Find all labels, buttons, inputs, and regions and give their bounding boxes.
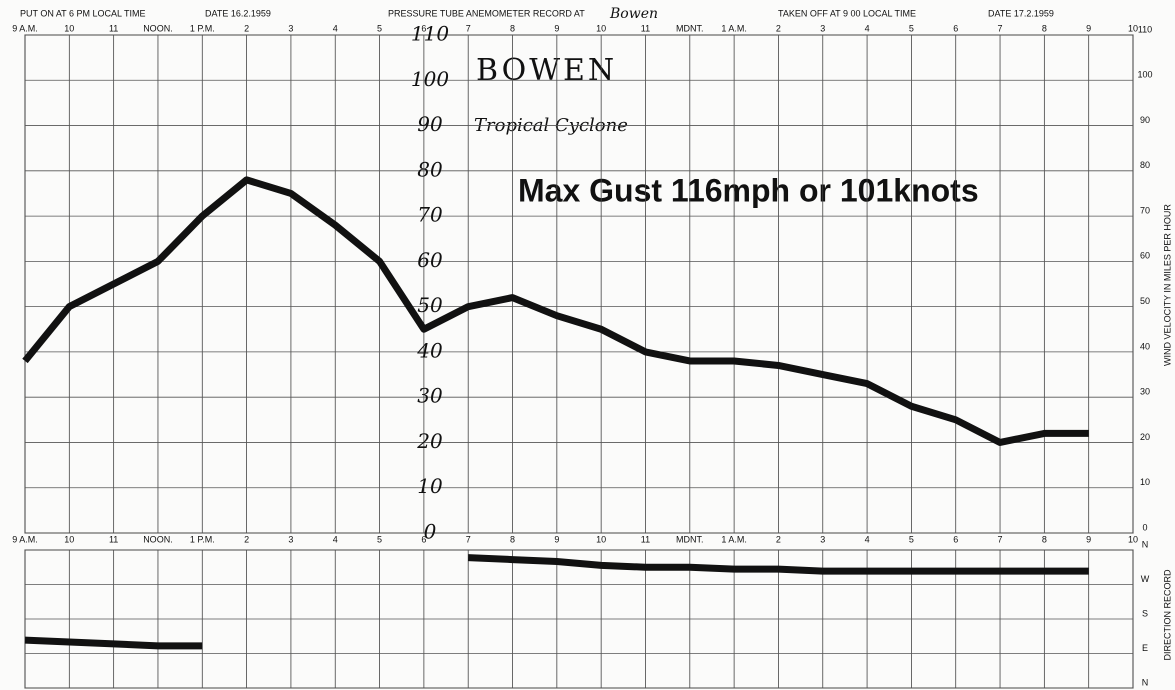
paper (0, 0, 1175, 690)
y-tick-label: 80 (1140, 160, 1150, 170)
x-tick-label: 11 (641, 23, 650, 33)
x-tick-label: 10 (64, 534, 74, 544)
station: Bowen (609, 6, 658, 22)
y-tick-label-hand: 80 (417, 157, 443, 181)
x-tick-label: 7 (466, 23, 471, 33)
x-tick-label: 3 (288, 534, 293, 544)
x-tick-label: 11 (641, 534, 650, 544)
x-tick-label: 1 A.M. (721, 534, 747, 544)
x-tick-label: 9 A.M. (12, 534, 38, 544)
y-tick-label-hand: 110 (411, 22, 449, 46)
date-on: DATE 16.2.1959 (205, 8, 271, 18)
x-tick-label: 6 (953, 534, 958, 544)
x-tick-label: MDNT. (676, 23, 704, 33)
x-tick-label: 2 (244, 534, 249, 544)
x-tick-label: 3 (820, 534, 825, 544)
x-tick-label: 2 (776, 23, 781, 33)
x-tick-label: 7 (998, 23, 1003, 33)
chart: PUT ON AT 6 PM LOCAL TIME DATE 16.2.1959… (0, 0, 1175, 690)
y-tick-label: N (1142, 677, 1149, 687)
put-on: PUT ON AT 6 PM LOCAL TIME (20, 8, 146, 18)
record-title: PRESSURE TUBE ANEMOMETER RECORD AT (388, 8, 585, 18)
speed-axis-label: WIND VELOCITY IN MILES PER HOUR (1162, 204, 1172, 366)
y-tick-label: 50 (1140, 296, 1150, 306)
y-tick-label: 20 (1140, 432, 1150, 442)
x-tick-label: 6 (953, 23, 958, 33)
x-tick-label: 4 (865, 23, 870, 33)
y-tick-label-hand: 30 (417, 384, 443, 408)
x-tick-label: 11 (109, 534, 118, 544)
x-tick-label: 4 (865, 534, 870, 544)
x-tick-label: 1 P.M. (190, 534, 215, 544)
y-tick-label: W (1141, 574, 1150, 584)
x-tick-label: 10 (64, 23, 74, 33)
x-tick-label: 8 (1042, 23, 1047, 33)
page: PUT ON AT 6 PM LOCAL TIME DATE 16.2.1959… (0, 0, 1175, 690)
y-tick-label-hand: 60 (417, 248, 443, 272)
y-tick-label-hand: 100 (411, 67, 449, 91)
x-tick-label: 10 (596, 534, 606, 544)
taken-off: TAKEN OFF AT 9 00 LOCAL TIME (778, 8, 916, 18)
y-tick-label: 30 (1140, 387, 1150, 397)
y-tick-label: 70 (1140, 205, 1150, 215)
x-tick-label: MDNT. (676, 534, 704, 544)
x-tick-label: 9 (1086, 534, 1091, 544)
x-tick-label: NOON. (143, 23, 173, 33)
y-tick-label-hand: 50 (417, 293, 443, 317)
x-tick-label: 2 (244, 23, 249, 33)
x-tick-label: 9 (1086, 23, 1091, 33)
x-tick-label: 11 (109, 23, 118, 33)
x-tick-label: 7 (466, 534, 471, 544)
x-tick-label: 9 (554, 534, 559, 544)
y-tick-label: 100 (1137, 70, 1152, 80)
y-tick-label: 90 (1140, 115, 1150, 125)
y-tick-label-hand: 20 (416, 429, 443, 453)
y-tick-label: S (1142, 608, 1148, 618)
x-tick-label: 4 (333, 534, 338, 544)
x-tick-label: 10 (596, 23, 606, 33)
y-tick-label-hand: 70 (417, 203, 443, 227)
x-tick-label: NOON. (143, 534, 173, 544)
x-tick-label: 3 (820, 23, 825, 33)
direction-axis-label: DIRECTION RECORD (1162, 569, 1172, 661)
x-tick-label: 1 P.M. (190, 23, 215, 33)
y-tick-label: 60 (1140, 251, 1150, 261)
x-tick-label: 8 (1042, 534, 1047, 544)
y-tick-label: 110 (1138, 24, 1152, 34)
x-tick-label: 7 (998, 534, 1003, 544)
max-gust: Max Gust 116mph or 101knots (518, 172, 979, 208)
x-tick-label: 1 A.M. (721, 23, 747, 33)
y-tick-label-hand: 40 (416, 338, 443, 362)
y-tick-label: 40 (1140, 341, 1150, 351)
x-tick-label: 5 (909, 23, 914, 33)
x-tick-label: 10 (1128, 23, 1138, 33)
x-tick-label: 5 (377, 534, 382, 544)
x-tick-label: 9 A.M. (12, 23, 38, 33)
x-tick-label: 3 (288, 23, 293, 33)
date-off: DATE 17.2.1959 (988, 8, 1054, 18)
station-name: BOWEN (476, 53, 617, 88)
x-tick-label: 10 (1128, 534, 1138, 544)
y-tick-label: 10 (1140, 477, 1150, 487)
x-tick-label: 4 (333, 23, 338, 33)
x-tick-label: 2 (776, 534, 781, 544)
y-tick-label-hand: 90 (417, 112, 443, 136)
x-tick-label: 5 (377, 23, 382, 33)
y-tick-label: 0 (1142, 522, 1147, 532)
y-tick-label: N (1142, 539, 1149, 549)
y-tick-label: E (1142, 643, 1148, 653)
x-tick-label: 5 (909, 534, 914, 544)
y-tick-label-hand: 0 (424, 520, 437, 544)
x-tick-label: 8 (510, 23, 515, 33)
y-tick-label-hand: 10 (417, 474, 443, 498)
x-tick-label: 9 (554, 23, 559, 33)
x-tick-label: 8 (510, 534, 515, 544)
